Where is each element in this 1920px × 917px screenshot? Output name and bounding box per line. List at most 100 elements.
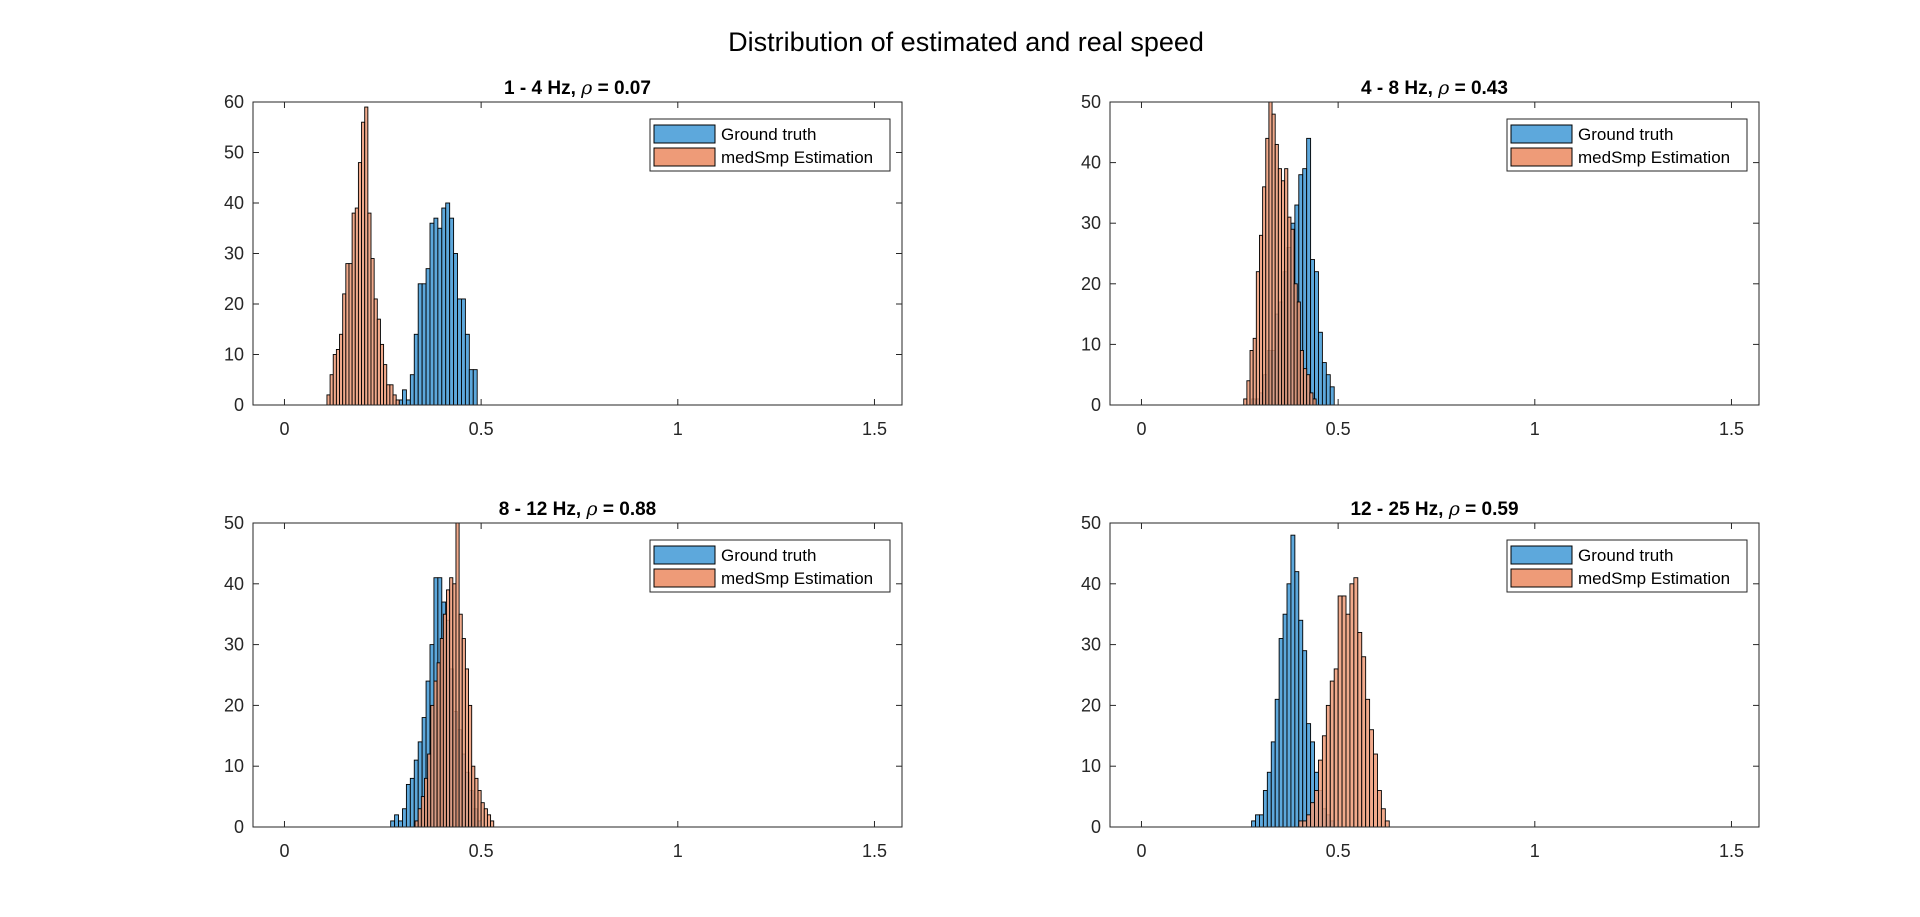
histogram-bar — [1284, 168, 1289, 406]
legend-label: Ground truth — [721, 546, 816, 565]
histogram-bar — [457, 298, 462, 406]
histogram-bar — [1294, 571, 1300, 828]
histogram-bar — [486, 814, 492, 828]
histogram-bar — [364, 106, 369, 406]
legend-swatch — [653, 124, 716, 144]
histogram-bar — [414, 820, 419, 828]
y-tick-label: 0 — [1091, 395, 1101, 415]
histogram-bar — [1306, 723, 1312, 828]
ticks: 0 0.5 1 1.5 0 10 20 30 40 50 60 — [224, 92, 902, 439]
histogram-bar — [354, 207, 359, 406]
histogram-bar — [1287, 216, 1292, 406]
histogram-bar — [421, 283, 427, 406]
x-tick-label: 1.5 — [1719, 841, 1744, 861]
x-tick-label: 1.5 — [862, 841, 887, 861]
y-tick-label: 0 — [234, 395, 244, 415]
y-tick-label: 40 — [224, 193, 244, 213]
histogram-bar — [386, 384, 391, 406]
histogram-bar — [455, 522, 460, 828]
histogram-bar — [1329, 386, 1335, 406]
histogram-bar — [424, 777, 429, 828]
histogram-bar — [1282, 613, 1288, 828]
histogram-bar — [1277, 168, 1282, 406]
histogram-bar — [1270, 741, 1276, 828]
histogram-bar — [1357, 631, 1363, 828]
y-tick-label: 10 — [224, 345, 244, 365]
histogram-bar — [1252, 337, 1257, 406]
histogram-bar — [1369, 729, 1374, 828]
histogram-bar — [1349, 583, 1355, 828]
histogram-bar — [1309, 392, 1314, 406]
histogram-bar — [1296, 301, 1301, 406]
histogram-bar — [437, 227, 443, 406]
y-tick-label: 50 — [1081, 92, 1101, 112]
histogram-bar — [405, 783, 411, 828]
histogram-bar — [1243, 398, 1248, 406]
histogram-bar — [458, 613, 463, 828]
subplot-title: 1 - 4 Hz, ρ = 0.07 — [504, 77, 651, 99]
histogram-bar — [439, 638, 444, 828]
y-tick-label: 40 — [1081, 153, 1101, 173]
histogram-bar — [1249, 350, 1254, 406]
title-rho-symbol: ρ — [580, 77, 593, 99]
x-tick-label: 0.5 — [469, 841, 494, 861]
title-rho-value: = 0.88 — [598, 499, 657, 520]
histogram-bar — [1262, 186, 1267, 406]
histogram-bar — [1302, 820, 1308, 828]
y-tick-label: 50 — [224, 513, 244, 533]
legend-label: Ground truth — [1578, 546, 1673, 565]
histogram-bar — [452, 583, 457, 828]
histogram-bar — [409, 777, 415, 828]
histogram-bar — [483, 808, 488, 828]
histogram-bar — [1274, 698, 1280, 828]
histogram-bar — [379, 343, 385, 406]
histogram-bar — [441, 207, 447, 406]
subplot-2: 0 0.5 1 1.5 0 10 20 30 40 50 4 - 8 Hz, ρ = 0.43 Gro… — [1081, 77, 1760, 439]
histogram-bar — [409, 374, 415, 406]
histogram-bar — [449, 217, 455, 406]
y-tick-label: 30 — [224, 635, 244, 655]
legend-label: medSmp Estimation — [721, 148, 873, 167]
x-tick-label: 0.5 — [469, 419, 494, 439]
histogram-bar — [376, 318, 381, 406]
histogram-bar — [1321, 735, 1327, 828]
y-tick-label: 40 — [1081, 574, 1101, 594]
histogram-bar — [402, 389, 407, 406]
histogram-bar — [1325, 704, 1331, 828]
x-tick-label: 0 — [279, 841, 289, 861]
histogram-bar — [468, 704, 473, 828]
ticks: 0 0.5 1 1.5 0 10 20 30 40 50 — [1081, 92, 1759, 439]
histogram-bar — [474, 777, 479, 828]
subplot-title: 8 - 12 Hz, ρ = 0.88 — [499, 498, 656, 520]
histogram-bar — [1341, 595, 1347, 828]
histogram-bar — [335, 349, 340, 406]
axes-box — [1109, 522, 1760, 828]
title-rho-value: = 0.07 — [592, 78, 651, 99]
legend: Ground truth medSmp Estimation — [649, 118, 891, 172]
legend-swatch — [1510, 124, 1573, 144]
histogram-bar — [446, 589, 451, 828]
histogram-bar — [1268, 101, 1273, 406]
histogram-bar — [345, 263, 350, 406]
legend-label: Ground truth — [721, 125, 816, 144]
legend: Ground truth medSmp Estimation — [1506, 539, 1748, 593]
histogram-bar — [1259, 814, 1264, 828]
histogram-bar — [1321, 362, 1327, 406]
histogram-bar — [392, 394, 397, 406]
y-tick-label: 10 — [224, 756, 244, 776]
histogram-bar — [329, 374, 334, 406]
histogram-bar — [449, 577, 454, 828]
histogram-bar — [1377, 790, 1382, 828]
histogram-bar — [1286, 583, 1292, 828]
y-tick-label: 30 — [224, 244, 244, 264]
histogram-bar — [361, 121, 366, 406]
histogram-bar — [1246, 380, 1251, 406]
histogram-bar — [1298, 619, 1304, 828]
title-rho-symbol: ρ — [1448, 498, 1461, 520]
histogram-bar — [417, 283, 423, 406]
y-tick-label: 0 — [1091, 817, 1101, 837]
histogram-bar — [389, 384, 394, 406]
histogram-bar — [1312, 398, 1317, 406]
histogram-bar — [413, 759, 419, 828]
